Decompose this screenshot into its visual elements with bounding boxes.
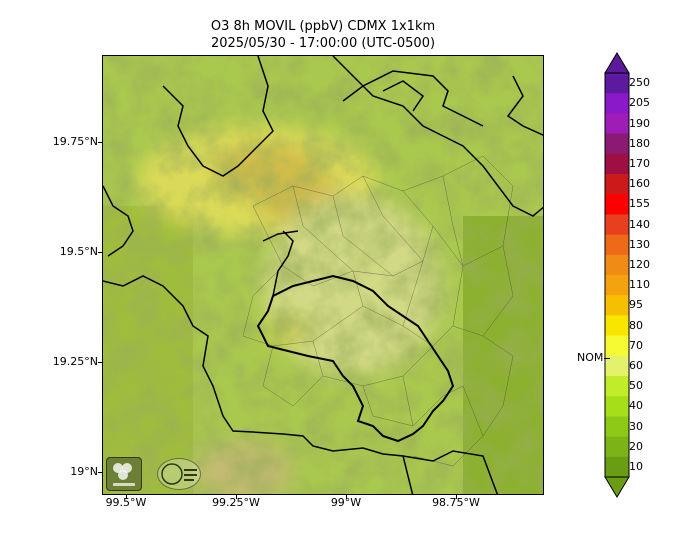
colorbar-swatch <box>605 73 629 94</box>
colorbar-swatch <box>605 93 629 114</box>
colorbar-swatch <box>605 315 629 337</box>
colorbar-swatch <box>605 275 629 296</box>
colorbar-tick-label: 70 <box>629 338 643 352</box>
lon-tick <box>456 495 457 499</box>
colorbar-swatch <box>605 436 629 458</box>
nom-label: NOM <box>577 351 604 364</box>
colorbar <box>604 52 630 498</box>
colorbar-tick-label: 80 <box>629 318 643 332</box>
cdmx-logo <box>157 458 201 490</box>
colorbar-swatch <box>605 416 629 438</box>
colorbar-tick-label: 110 <box>629 278 650 292</box>
colorbar-extend-max <box>604 52 630 74</box>
colorbar-tick-label: 95 <box>629 298 643 312</box>
municipal-boundaries <box>242 155 514 467</box>
colorbar-swatch <box>605 396 629 417</box>
lat-tick <box>98 252 102 253</box>
lon-label: 98.75°W <box>432 496 480 509</box>
colorbar-tick-label: 170 <box>629 156 650 170</box>
colorbar-swatch <box>605 214 629 236</box>
lat-tick <box>98 362 102 363</box>
lat-label: 19°N <box>70 465 98 478</box>
colorbar-swatch <box>605 194 629 215</box>
lon-tick <box>236 495 237 499</box>
lat-label: 19.5°N <box>59 245 98 258</box>
colorbar-swatch <box>605 153 629 175</box>
lon-tick <box>346 495 347 499</box>
colorbar-tick-label: 30 <box>629 419 643 433</box>
colorbar-tick-label: 140 <box>629 217 650 231</box>
colorbar-tick-label: 60 <box>629 358 643 372</box>
colorbar-tick-label: 120 <box>629 257 650 271</box>
colorbar-swatch <box>605 355 629 377</box>
map-timestamp: 2025/05/30 - 17:00:00 (UTC-0500) <box>210 36 436 51</box>
lat-label: 19.25°N <box>52 355 98 368</box>
state-boundaries <box>103 56 543 494</box>
colorbar-swatch <box>605 376 629 397</box>
map-title: O3 8h MOVIL (ppbV) CDMX 1x1km <box>210 19 436 34</box>
lat-tick <box>98 472 102 473</box>
colorbar-tick-label: 50 <box>629 379 643 393</box>
colorbar-swatch <box>605 254 629 276</box>
cdmx-boundary <box>256 274 455 443</box>
lon-label: 99.25°W <box>212 496 260 509</box>
lon-label: 99°W <box>330 496 362 509</box>
colorbar-swatch <box>605 234 629 256</box>
colorbar-swatch <box>605 335 629 357</box>
colorbar-swatch <box>605 113 629 135</box>
colorbar-outline <box>604 72 630 478</box>
colorbar-tick-label: 190 <box>629 116 650 130</box>
lat-label: 19.75°N <box>52 135 98 148</box>
nom-tick <box>604 358 610 359</box>
colorbar-tick-label: 130 <box>629 237 650 251</box>
colorbar-swatch <box>605 133 629 155</box>
lon-label: 99.5°W <box>105 496 147 509</box>
colorbar-extend-min <box>604 476 630 498</box>
colorbar-tick-label: 250 <box>629 76 650 90</box>
colorbar-swatch <box>605 295 629 316</box>
colorbar-tick-label: 40 <box>629 399 643 413</box>
colorbar-tick-label: 155 <box>629 197 650 211</box>
colorbar-tick-label: 10 <box>629 459 643 473</box>
colorbar-tick-label: 20 <box>629 439 643 453</box>
lat-tick <box>98 142 102 143</box>
lon-tick <box>126 495 127 499</box>
terrain-relief <box>103 56 543 494</box>
sedema-logo <box>106 457 142 491</box>
colorbar-swatch <box>605 456 629 478</box>
colorbar-tick-label: 180 <box>629 136 650 150</box>
colorbar-tick-label: 205 <box>629 96 650 110</box>
ozone-map <box>103 56 543 494</box>
map-area[interactable] <box>102 55 544 495</box>
colorbar-swatch <box>605 174 629 195</box>
colorbar-tick-label: 160 <box>629 177 650 191</box>
